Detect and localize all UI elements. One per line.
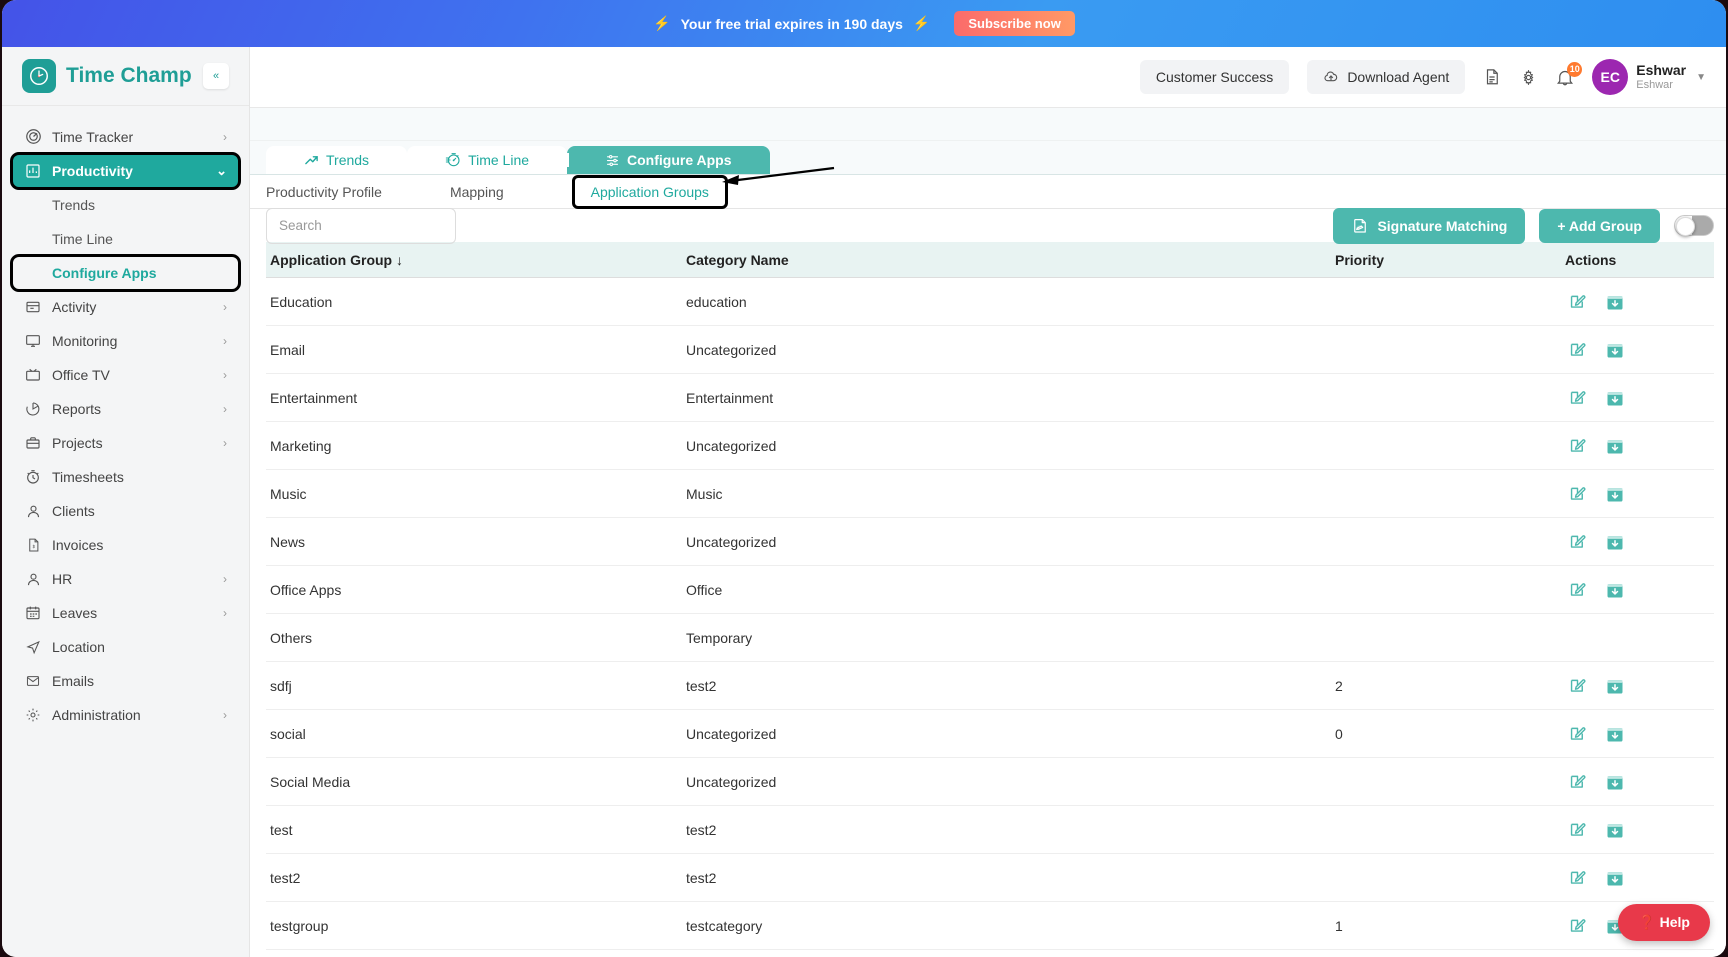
svg-text:$: $ [32, 544, 35, 549]
